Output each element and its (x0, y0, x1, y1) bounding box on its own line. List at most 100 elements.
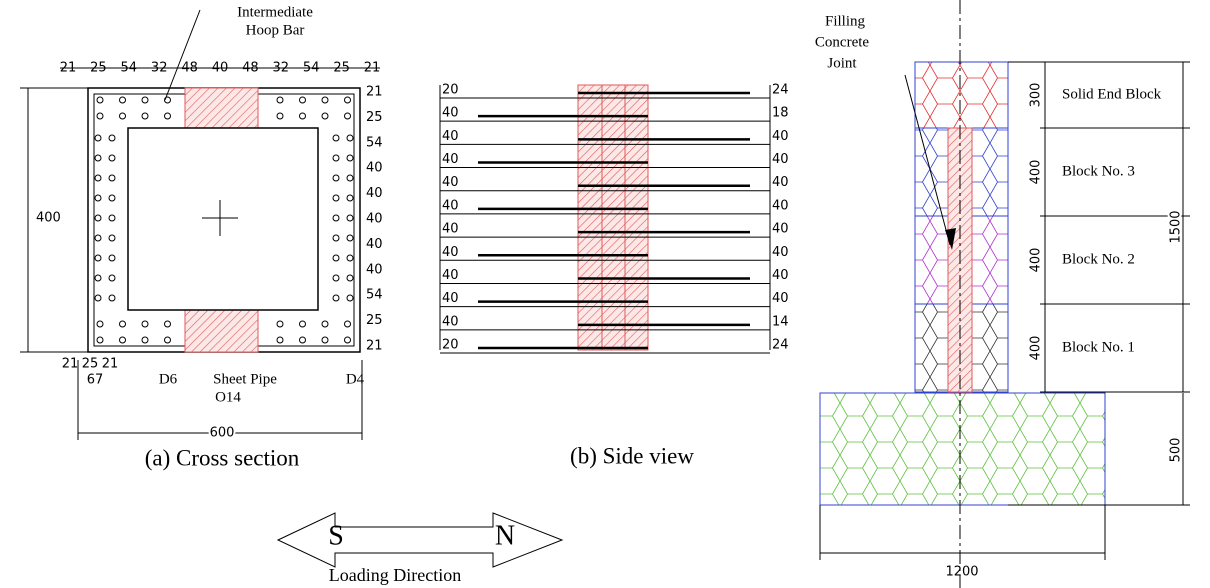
rebar (109, 255, 115, 261)
rebar (347, 255, 353, 261)
rebar (333, 175, 339, 181)
rebar (109, 175, 115, 181)
bar-label: D4 (346, 371, 365, 387)
dim-label: 600 (210, 426, 235, 441)
rebar (333, 155, 339, 161)
rebar (277, 321, 283, 327)
dim-label: 40 (772, 291, 789, 306)
rebar (109, 235, 115, 241)
dim-label: 40 (366, 237, 383, 252)
rebar (347, 195, 353, 201)
dim-label: 40 (772, 198, 789, 213)
dim-label: 40 (442, 222, 459, 237)
dim-label: 40 (366, 212, 383, 227)
rebar (97, 321, 103, 327)
dim-label: 25 (366, 313, 383, 328)
rebar (347, 155, 353, 161)
rebar (95, 275, 101, 281)
rebar (333, 215, 339, 221)
rebar (165, 337, 171, 343)
rebar (322, 97, 328, 103)
dim-label: 25 (82, 357, 99, 372)
dim-label: 40 (442, 268, 459, 283)
rebar (95, 235, 101, 241)
pipe-label: Sheet Pipe (213, 371, 277, 387)
rebar (95, 195, 101, 201)
dim-label: 400 (1029, 336, 1044, 361)
loading-arrow (278, 513, 562, 567)
rebar (300, 97, 306, 103)
hoop-label: Intermediate (237, 4, 313, 20)
rebar (97, 113, 103, 119)
dim-label: 40 (366, 161, 383, 176)
dim-label: 40 (366, 186, 383, 201)
dim-label: 40 (366, 262, 383, 277)
rebar (142, 97, 148, 103)
dim-label: 14 (772, 314, 789, 329)
rebar (120, 321, 126, 327)
rebar (333, 195, 339, 201)
rebar (142, 113, 148, 119)
dim-label: 54 (366, 135, 383, 150)
dim-label: 24 (772, 338, 789, 353)
rebar (95, 295, 101, 301)
rebar (120, 113, 126, 119)
rebar (300, 337, 306, 343)
rebar (95, 215, 101, 221)
dim-label: 67 (87, 373, 104, 388)
dim-label: 40 (442, 314, 459, 329)
north-label: N (495, 520, 515, 551)
dim-label: 40 (442, 198, 459, 213)
bar-label: D6 (159, 371, 178, 387)
rebar (300, 321, 306, 327)
dim-label: 40 (772, 152, 789, 167)
rebar (322, 113, 328, 119)
rebar (95, 255, 101, 261)
rebar (120, 97, 126, 103)
dim-label: 40 (442, 245, 459, 260)
drawing: Intermediate Hoop Bar 400 67 D6 Sheet Pi… (0, 0, 1210, 588)
dim-label: 25 (366, 110, 383, 125)
pipe-label: O14 (215, 389, 241, 405)
rebar (109, 295, 115, 301)
rebar (345, 337, 351, 343)
dim-label: 1500 (1169, 210, 1184, 243)
rebar (347, 295, 353, 301)
rebar (345, 321, 351, 327)
rebar (95, 175, 101, 181)
rebar (95, 155, 101, 161)
rebar (347, 215, 353, 221)
rebar (277, 113, 283, 119)
caption: (a) Cross section (145, 445, 300, 470)
rebar (300, 113, 306, 119)
rebar (347, 175, 353, 181)
block-label: Solid End Block (1062, 86, 1162, 102)
rebar (142, 321, 148, 327)
dim-label: 40 (442, 175, 459, 190)
rebar (165, 113, 171, 119)
dim-label: 21 (366, 85, 383, 100)
rebar (277, 97, 283, 103)
dim-label: 40 (772, 222, 789, 237)
dim-label: 40 (772, 129, 789, 144)
rebar (322, 321, 328, 327)
rebar (333, 295, 339, 301)
rebar (333, 275, 339, 281)
hoop-label: Hoop Bar (246, 22, 305, 38)
rebar (347, 135, 353, 141)
dim-label: 40 (442, 106, 459, 121)
rebar (322, 337, 328, 343)
dim-label: 24 (772, 83, 789, 98)
rebar (333, 255, 339, 261)
dim-label: 20 (442, 83, 459, 98)
dim-label: 21 (62, 357, 79, 372)
dim-label: 400 (1029, 248, 1044, 273)
rebar (333, 135, 339, 141)
rebar (277, 337, 283, 343)
joint-label: Concrete (815, 34, 869, 50)
dim-label: 54 (366, 288, 383, 303)
rebar (165, 321, 171, 327)
side-view (578, 85, 648, 350)
dim-label: 500 (1169, 438, 1184, 463)
dim-label: 40 (772, 268, 789, 283)
